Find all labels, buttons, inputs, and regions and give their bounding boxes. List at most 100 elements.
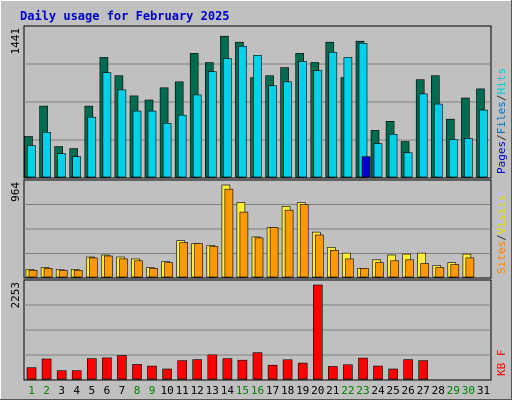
bar-kbytes-day-26 — [403, 359, 413, 380]
bar-hits-day-5 — [87, 116, 97, 178]
bar-visits-day-30 — [465, 257, 475, 278]
bar-hits-day-9 — [147, 110, 157, 178]
bar-visits-day-27 — [420, 263, 430, 278]
day-label-24: 24 — [371, 384, 385, 397]
legend-entry: Files — [495, 101, 508, 134]
bar-visits-day-17 — [269, 227, 279, 278]
bar-visits-day-1 — [28, 269, 38, 278]
bar-visits-day-25 — [390, 260, 399, 278]
bar-kbytes-day-12 — [192, 359, 202, 380]
bar-hits-day-2 — [42, 132, 51, 178]
legend-entry: Visits — [495, 195, 508, 235]
bar-hits-day-20 — [313, 70, 323, 178]
bar-hits-day-13 — [208, 71, 217, 178]
bar-kbytes-day-4 — [71, 370, 82, 380]
day-label-10: 10 — [160, 384, 173, 397]
bar-visits-day-14 — [224, 188, 234, 278]
panel-hits-legend: Pages/Files/Hits — [495, 68, 508, 174]
day-label-18: 18 — [281, 384, 294, 397]
bar-visits-day-5 — [89, 257, 98, 278]
bar-kbytes-day-10 — [162, 368, 172, 380]
day-label-28: 28 — [432, 384, 445, 397]
bar-hits-day-29 — [448, 139, 458, 178]
bar-hits-day-16 — [253, 55, 262, 178]
panel-kbytes-legend: KB F — [495, 350, 508, 377]
bar-kbytes-day-5 — [87, 358, 97, 380]
bar-visits-day-15 — [239, 211, 249, 278]
bar-hits-day-27 — [418, 93, 428, 178]
bar-kbytes-day-25 — [388, 368, 398, 380]
bar-kbytes-day-1 — [26, 367, 37, 380]
day-label-23: 23 — [356, 384, 369, 397]
bar-kbytes-day-23 — [358, 357, 368, 380]
day-label-19: 19 — [296, 384, 309, 397]
day-label-16: 16 — [251, 384, 264, 397]
day-label-6: 6 — [104, 384, 111, 397]
panel-hits-max-label: 1441 — [9, 28, 22, 55]
bar-visits-day-26 — [405, 259, 414, 278]
legend-entry: Hits — [495, 68, 508, 95]
bar-hits-day-30 — [464, 138, 473, 178]
bar-kbytes-day-9 — [147, 365, 157, 380]
day-label-15: 15 — [236, 384, 249, 397]
bar-hits-day-18 — [283, 81, 292, 178]
day-label-11: 11 — [176, 384, 189, 397]
bar-kbytes-day-16 — [252, 352, 263, 380]
bar-hits-day-23 — [361, 156, 371, 178]
day-label-20: 20 — [311, 384, 324, 397]
bar-kbytes-day-20 — [312, 284, 323, 380]
bar-visits-day-19 — [299, 204, 309, 278]
legend-entry: KB F — [495, 350, 508, 377]
day-label-4: 4 — [73, 384, 80, 397]
panel-visits: 964 Sites/Visits — [9, 179, 508, 279]
bar-visits-day-9 — [149, 268, 158, 278]
bar-kbytes-day-18 — [282, 359, 293, 380]
bar-visits-day-6 — [104, 255, 113, 278]
bar-kbytes-day-8 — [132, 364, 142, 380]
bar-hits-day-19 — [298, 61, 308, 178]
bar-kbytes-day-17 — [267, 364, 278, 380]
bar-visits-day-12 — [194, 243, 203, 278]
series-sites — [28, 188, 475, 278]
bar-visits-day-18 — [284, 209, 294, 278]
day-label-2: 2 — [43, 384, 50, 397]
bar-hits-day-6 — [102, 72, 112, 178]
chart-panels: 1441Pages/Files/Hits964Sites/Visits2253K… — [9, 25, 508, 381]
bar-visits-day-4 — [73, 269, 83, 278]
bar-hits-day-14 — [223, 58, 232, 178]
bar-hits-day-10 — [162, 123, 172, 178]
bar-kbytes-day-24 — [373, 365, 383, 380]
bar-kbytes-day-22 — [343, 364, 353, 380]
bar-visits-day-13 — [209, 246, 219, 278]
bar-kbytes-day-7 — [117, 355, 127, 380]
day-label-25: 25 — [386, 384, 399, 397]
bar-visits-day-2 — [43, 268, 53, 278]
bar-visits-day-11 — [179, 242, 188, 278]
day-label-31: 31 — [477, 384, 490, 397]
bar-hits-day-4 — [72, 156, 81, 178]
series-pages — [361, 156, 371, 178]
panel-kbytes-max-label: 2253 — [9, 282, 22, 309]
legend-entry: Sites — [495, 241, 508, 274]
day-label-5: 5 — [88, 384, 95, 397]
bar-visits-day-21 — [329, 250, 339, 278]
day-label-27: 27 — [417, 384, 430, 397]
day-label-12: 12 — [191, 384, 204, 397]
bar-kbytes-day-15 — [237, 359, 248, 380]
bar-visits-day-16 — [254, 237, 264, 278]
legend-entry: / — [495, 134, 508, 141]
bar-hits-day-11 — [177, 114, 187, 178]
bar-hits-day-31 — [479, 109, 488, 178]
bar-kbytes-day-6 — [102, 357, 112, 380]
bar-kbytes-day-2 — [41, 358, 52, 380]
bar-visits-day-28 — [435, 267, 445, 278]
panel-visits-max-label: 964 — [9, 182, 22, 202]
bar-kbytes-day-27 — [418, 360, 429, 380]
series-kb-f — [26, 284, 429, 380]
legend-entry: / — [495, 234, 508, 241]
bar-visits-day-22 — [345, 258, 354, 278]
bar-kbytes-day-19 — [297, 362, 308, 380]
bar-hits-day-12 — [192, 94, 202, 178]
